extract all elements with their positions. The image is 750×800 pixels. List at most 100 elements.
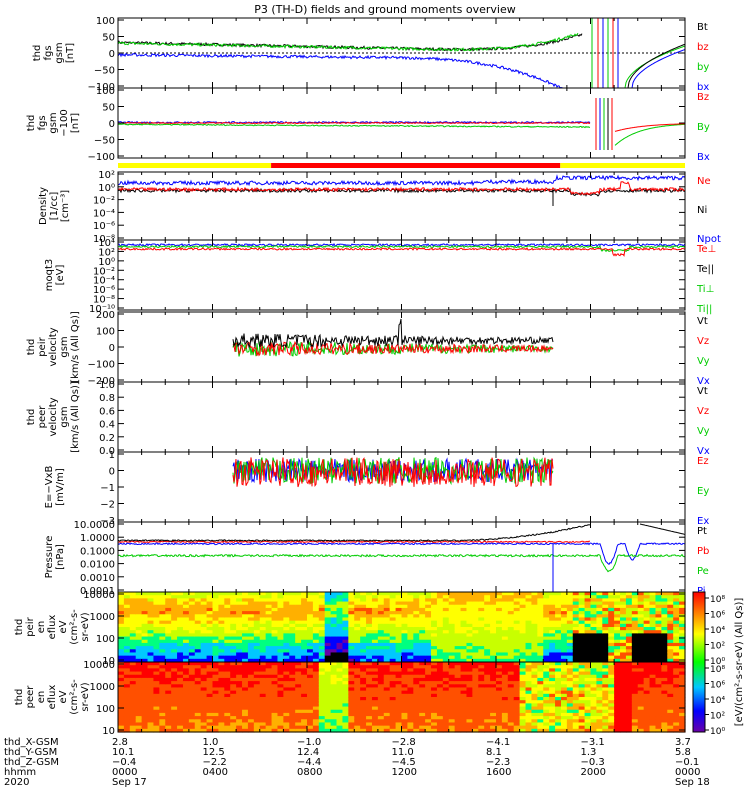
spectro-peir-cell	[537, 646, 544, 650]
spectro-peir-cell	[366, 617, 373, 622]
spectro-peir-cell	[312, 655, 320, 660]
spectro-peer-cell	[118, 671, 125, 676]
spectro-peir-cell	[413, 646, 420, 650]
spectro-peir-cell	[283, 633, 290, 638]
spectro-peer-cell	[265, 716, 273, 720]
spectro-peir-cell	[265, 633, 273, 638]
spectro-peir-cell	[661, 611, 668, 615]
spectro-peir-cell	[360, 627, 367, 631]
spectro-peer-cell	[673, 671, 680, 676]
spectro-peir-cell	[354, 604, 361, 609]
spectro-peir-cell	[259, 595, 267, 599]
spectro-peer-cell	[129, 719, 137, 724]
spectro-peer-cell	[525, 706, 533, 711]
spectro-peir-cell	[625, 642, 633, 647]
spectro-peer-cell	[377, 697, 385, 701]
spectro-peer-cell	[224, 709, 231, 714]
spectro-peer-cell	[395, 690, 403, 695]
spectro-peir-cell	[525, 611, 533, 615]
spectro-peir-cell	[259, 633, 267, 638]
spectro-peir-cell	[637, 623, 645, 628]
spectro-peer-cell	[247, 700, 255, 704]
spectro-peer-cell	[318, 706, 326, 711]
spectro-peir-cell	[307, 652, 314, 657]
spectro-peer-cell	[555, 700, 562, 704]
spectro-peer-cell	[253, 690, 261, 695]
spectro-peir-cell	[360, 649, 367, 654]
spectro-peer-cell	[118, 728, 125, 733]
spectro-peir-cell	[519, 642, 527, 647]
spectro-peir-cell	[153, 611, 160, 615]
spectro-peer-cell	[431, 706, 438, 711]
spectro-peir-cell	[401, 630, 409, 634]
spectro-peer-cell	[123, 668, 131, 673]
spectro-peir-cell	[212, 617, 220, 622]
spectro-peir-cell	[141, 601, 149, 606]
spectro-peir-cell	[295, 630, 302, 634]
spectro-peir-cell	[259, 658, 267, 663]
spectro-peer-cell	[289, 716, 296, 720]
spectro-peer-cell	[283, 716, 290, 720]
spectro-peir-cell	[614, 617, 621, 622]
spectro-peir-cell	[602, 658, 609, 663]
spectro-peer-cell	[513, 693, 521, 698]
spectro-peer-cell	[620, 703, 627, 708]
spectro-peer-cell	[123, 709, 131, 714]
spectro-peir-cell	[360, 642, 367, 647]
spectro-peir-cell	[501, 630, 509, 634]
spectro-peir-cell	[525, 607, 533, 612]
spectro-peir-cell	[484, 607, 491, 612]
spectro-peer-cell	[513, 703, 521, 708]
spectro-peer-cell	[614, 706, 621, 711]
spectro-peer-cell	[436, 700, 444, 704]
spectro-peir-cell	[578, 623, 586, 628]
spectro-peer-cell	[572, 681, 580, 685]
spectro-peir-cell	[354, 636, 361, 641]
spectro-peer-cell	[490, 722, 497, 727]
spectro-peer-cell	[419, 709, 426, 714]
spectro-peir-cell	[147, 607, 155, 612]
spectro-peer-cell	[572, 709, 580, 714]
spectro-peir-cell	[242, 620, 249, 625]
spectro-peir-cell	[596, 627, 603, 631]
spectro-peir-cell	[159, 636, 166, 641]
spectro-peer-cell	[519, 671, 527, 676]
spectro-peer-cell	[614, 703, 621, 708]
spectro-peir-cell	[401, 642, 409, 647]
spectro-peer-cell	[590, 662, 598, 666]
spectro-peer-cell	[129, 712, 137, 717]
spectro-peir-cell	[614, 639, 621, 644]
spectro-peer-cell	[608, 684, 615, 689]
spectro-peer-cell	[371, 728, 379, 733]
spectro-peer-cell	[673, 712, 680, 717]
spectro-peir-cell	[200, 592, 208, 596]
panel-bfgs100-series-By	[117, 123, 591, 129]
spectro-peir-cell	[271, 620, 279, 625]
spectro-peir-cell	[395, 658, 403, 663]
spectro-peir-cell	[602, 639, 609, 644]
spectro-peer-cell	[354, 725, 361, 730]
spectro-peir-cell	[159, 646, 166, 650]
spectro-peer-cell	[519, 712, 527, 717]
spectro-peir-ylabel-line: en	[36, 621, 47, 634]
spectro-peir-cell	[312, 630, 320, 634]
spectro-peer-cell	[283, 665, 290, 669]
spectro-peer-cell	[501, 687, 509, 692]
spectro-peer-cell	[649, 703, 657, 708]
spectro-peir-cell	[159, 630, 166, 634]
spectro-peir-cell	[667, 601, 674, 606]
spectro-peir-cell	[371, 652, 379, 657]
spectro-peir-cell	[448, 646, 456, 650]
spectro-peir-cell	[413, 601, 420, 606]
spectro-peir-cell	[490, 649, 497, 654]
spectro-peir-cell	[366, 639, 373, 644]
spectro-peer-cell	[118, 703, 125, 708]
spectro-peer-cell	[395, 700, 403, 704]
spectro-peir-cell	[590, 652, 598, 657]
spectro-peir-cell	[631, 617, 639, 622]
spectro-peer-cell	[348, 722, 355, 727]
spectro-peir-cell	[253, 636, 261, 641]
spectro-peer-cell	[330, 725, 338, 730]
spectro-peer-cell	[230, 700, 237, 704]
spectro-peir-cell	[236, 601, 243, 606]
